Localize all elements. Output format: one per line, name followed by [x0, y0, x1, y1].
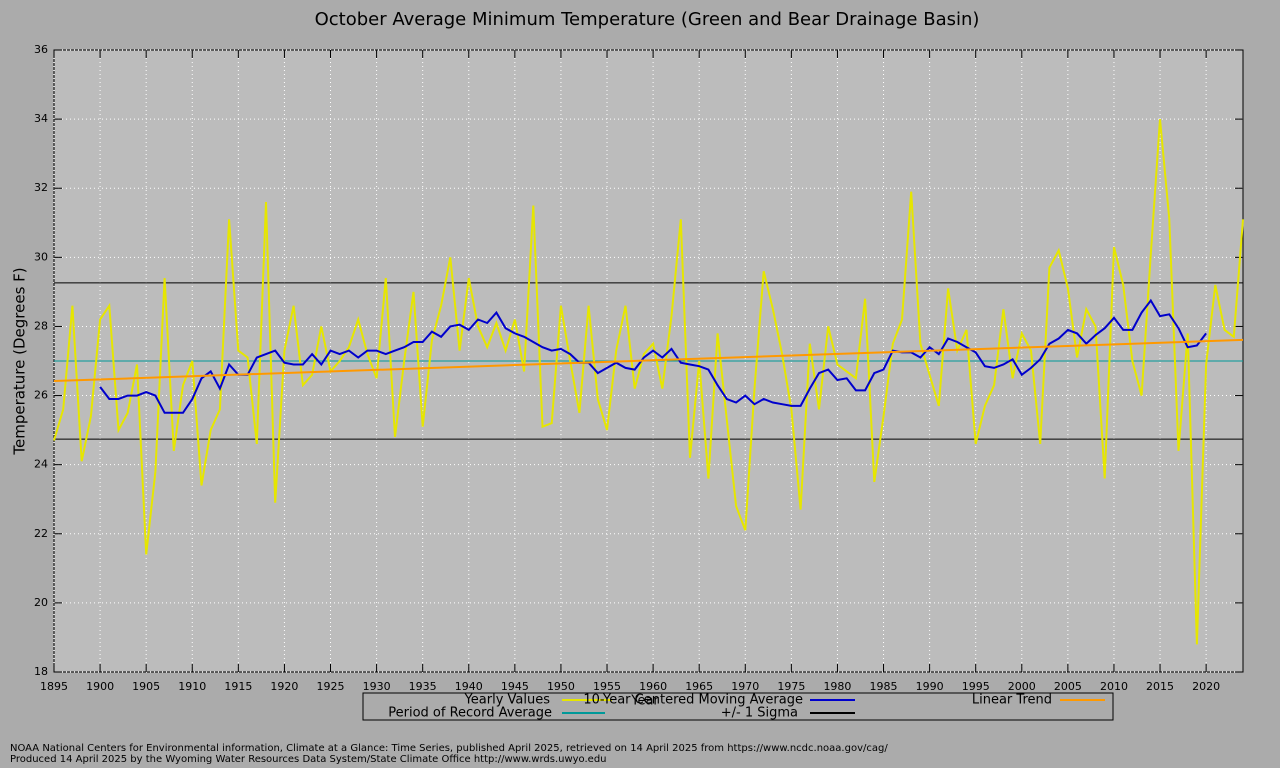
- x-tick-label: 1980: [823, 680, 851, 693]
- x-tick-label: 1965: [685, 680, 713, 693]
- x-tick-label: 2015: [1146, 680, 1174, 693]
- x-tick-label: 1895: [40, 680, 68, 693]
- x-axis-label: Year: [630, 694, 659, 709]
- legend-label: Yearly Values: [464, 693, 551, 708]
- y-axis-label: Temperature (Degrees F): [11, 267, 29, 455]
- x-tick-label: 2005: [1054, 680, 1082, 693]
- x-tick-label: 1920: [270, 680, 298, 693]
- x-tick-label: 1990: [916, 680, 944, 693]
- x-tick-label: 1995: [962, 680, 990, 693]
- legend-label: +/- 1 Sigma: [721, 706, 798, 721]
- x-tick-label: 1985: [870, 680, 898, 693]
- x-tick-label: 1925: [317, 680, 345, 693]
- x-tick-label: 1950: [547, 680, 575, 693]
- x-tick-label: 1915: [224, 680, 252, 693]
- y-tick-label: 30: [34, 250, 48, 263]
- legend-box: [362, 692, 1114, 721]
- x-tick-label: 1930: [363, 680, 391, 693]
- x-tick-label: 1910: [178, 680, 206, 693]
- chart-title: October Average Minimum Temperature (Gre…: [315, 9, 980, 30]
- y-tick-label: 22: [34, 527, 48, 540]
- legend-label: Period of Record Average: [388, 706, 552, 721]
- y-tick-label: 32: [34, 181, 48, 194]
- y-tick-label: 36: [34, 43, 48, 56]
- x-tick-label: 1940: [455, 680, 483, 693]
- x-tick-label: 2010: [1100, 680, 1128, 693]
- footer-line: Produced 14 April 2025 by the Wyoming Wa…: [10, 754, 607, 765]
- x-tick-label: 1905: [132, 680, 160, 693]
- y-tick-label: 28: [34, 319, 48, 332]
- x-tick-label: 1955: [593, 680, 621, 693]
- y-tick-label: 24: [34, 458, 48, 471]
- x-tick-label: 1975: [777, 680, 805, 693]
- x-tick-label: 1900: [86, 680, 114, 693]
- series-line: [99, 298, 1207, 414]
- series-line: [53, 338, 1244, 382]
- y-tick-label: 18: [34, 665, 48, 678]
- series-line: [53, 119, 1244, 645]
- x-tick-label: 1960: [639, 680, 667, 693]
- footer-line: NOAA National Centers for Environmental …: [10, 743, 888, 754]
- y-tick-label: 20: [34, 596, 48, 609]
- y-tick-label: 26: [34, 389, 48, 402]
- x-tick-label: 1935: [409, 680, 437, 693]
- x-tick-label: 1970: [731, 680, 759, 693]
- legend-label: 10-Year Centered Moving Average: [583, 693, 803, 708]
- x-tick-label: 1945: [501, 680, 529, 693]
- y-tick-label: 34: [34, 112, 48, 125]
- x-tick-label: 2000: [1008, 680, 1036, 693]
- x-tick-label: 2020: [1192, 680, 1220, 693]
- legend-label: Linear Trend: [972, 693, 1052, 708]
